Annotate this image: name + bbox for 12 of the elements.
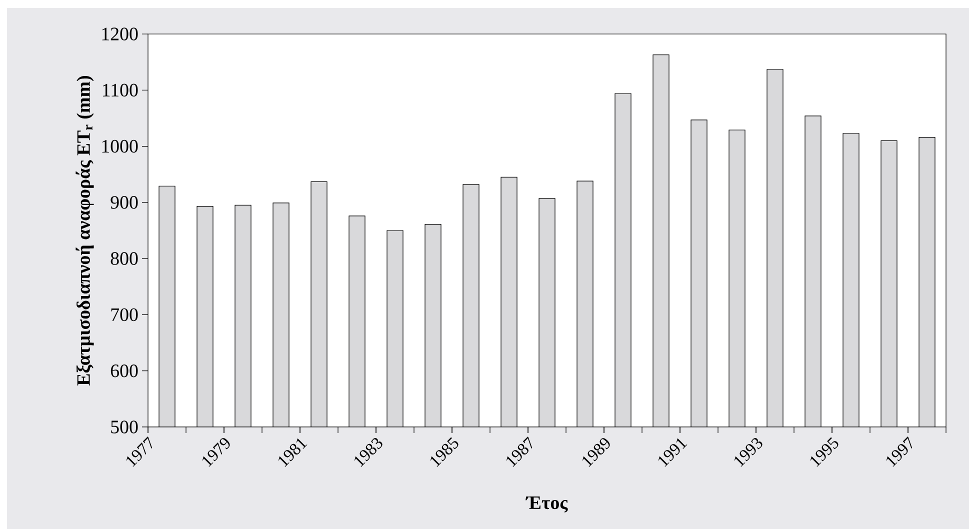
y-tick-label: 800 (110, 252, 138, 265)
y-tick-label: 600 (110, 364, 138, 378)
y-tick-label: 1100 (102, 84, 138, 97)
y-axis-title: Εξατμισοδιαπνοή αναφοράς ET$_{r}$ (mm) (76, 76, 94, 386)
x-tick-label: 1991 (658, 438, 688, 467)
y-tick-label: 500 (111, 420, 138, 434)
y-tick-label: 700 (111, 308, 138, 322)
x-tick-label: 1981 (278, 438, 308, 467)
y-tick-label: 900 (110, 196, 138, 209)
y-tick-label: 1000 (102, 140, 138, 153)
y-tick-label: 1200 (102, 28, 138, 40)
x-axis-title: Έτος (526, 496, 568, 513)
